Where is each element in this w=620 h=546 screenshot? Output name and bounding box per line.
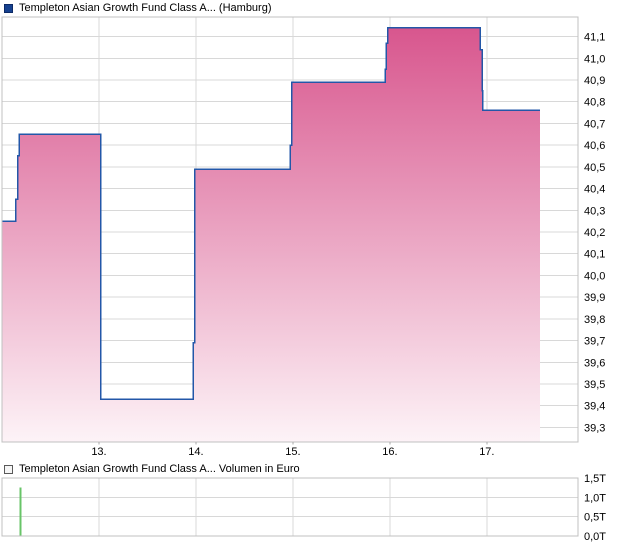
price-plot-border (1, 16, 579, 443)
y-tick-label: 40,0 (584, 270, 605, 282)
y-tick-label: 39,8 (584, 314, 605, 326)
y-tick-label: 40,2 (584, 227, 605, 239)
y-tick-label: 39,3 (584, 422, 605, 434)
y-tick-label: 40,4 (584, 184, 605, 196)
y-tick-label: 39,6 (584, 357, 605, 369)
volume-grid (2, 478, 578, 536)
y-tick-label: 40,7 (584, 118, 605, 130)
y-tick-label: 41,0 (584, 53, 605, 65)
x-tick-label: 14. (188, 446, 203, 458)
x-tick-label: 13. (91, 446, 106, 458)
price-area (2, 27, 541, 442)
y-tick-label: 40,9 (584, 75, 605, 87)
y-tick-label: 41,1 (584, 32, 605, 44)
volume-plot-area[interactable] (2, 478, 578, 536)
y-tick-label: 39,5 (584, 379, 605, 391)
volume-y-axis: 1,5T 1,0T 0,5T 0,0T (584, 473, 606, 543)
y-tick-label: 40,8 (584, 97, 605, 109)
price-x-axis: 13. 14. 15. 16. 17. (91, 442, 494, 458)
y-tick-label: 40,6 (584, 140, 605, 152)
volume-plot-border (1, 477, 579, 537)
y-tick-label: 40,5 (584, 162, 605, 174)
price-y-axis: 41,1 41,0 40,9 40,8 40,7 40,6 40,5 40,4 40,3 40,2… (584, 32, 605, 435)
volume-y-tick-label: 1,0T (584, 492, 606, 504)
price-line (2, 27, 541, 400)
y-tick-label: 39,7 (584, 336, 605, 348)
price-plot-area[interactable] (2, 17, 578, 442)
volume-chart-legend: Templeton Asian Growth Fund Class A... V… (4, 462, 300, 476)
price-chart-title: Templeton Asian Growth Fund Class A... (… (19, 2, 272, 14)
volume-chart-title: Templeton Asian Growth Fund Class A... V… (19, 463, 300, 475)
price-series-marker-icon (4, 3, 13, 13)
volume-bars (19, 487, 22, 536)
volume-series-marker-icon (4, 464, 13, 474)
volume-y-tick-label: 1,5T (584, 473, 606, 485)
volume-bar (19, 487, 22, 536)
volume-y-tick-label: 0,0T (584, 531, 606, 543)
y-tick-label: 39,4 (584, 401, 605, 413)
x-tick-label: 15. (285, 446, 300, 458)
x-tick-label: 16. (382, 446, 397, 458)
volume-y-tick-label: 0,5T (584, 512, 606, 524)
y-tick-label: 40,3 (584, 205, 605, 217)
price-chart-legend: Templeton Asian Growth Fund Class A... (… (4, 1, 272, 15)
y-tick-label: 40,1 (584, 249, 605, 261)
y-tick-label: 39,9 (584, 292, 605, 304)
x-tick-label: 17. (479, 446, 494, 458)
